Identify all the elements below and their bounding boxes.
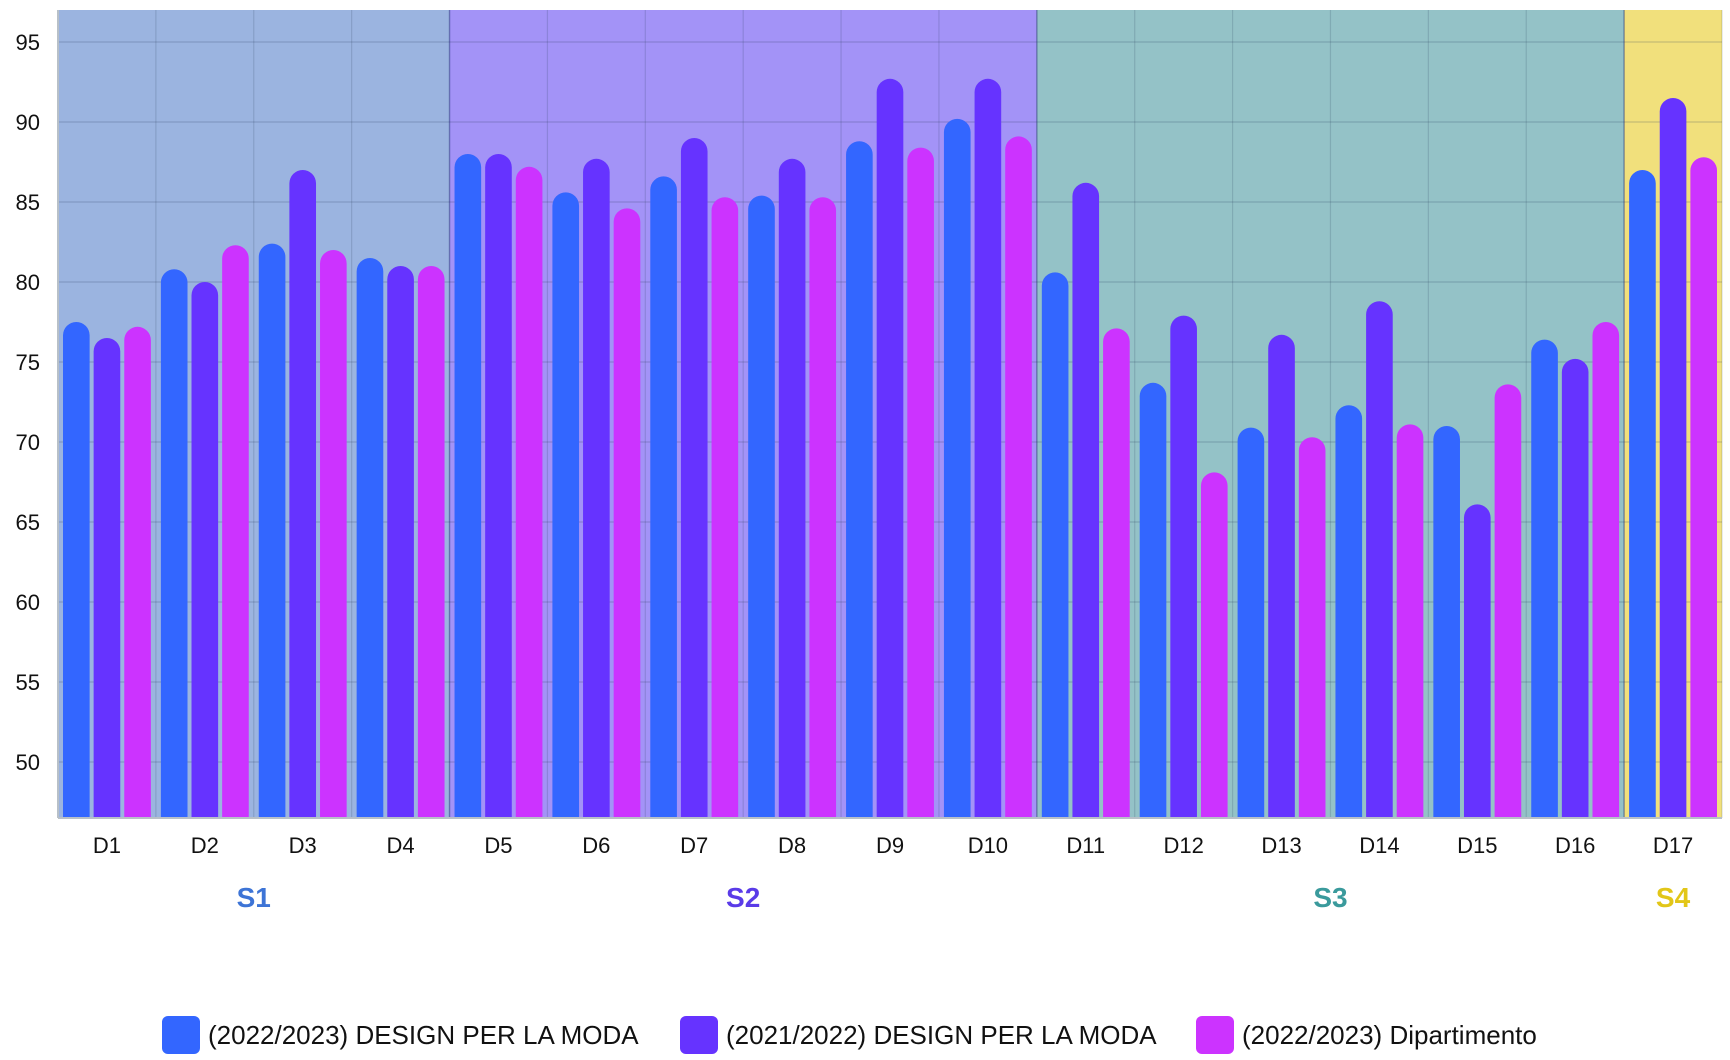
bar-d3-series-3 [320, 250, 347, 818]
bar-d12-series-2 [1170, 315, 1197, 818]
bar-d16-series-1 [1531, 339, 1558, 818]
x-tick-label: D5 [484, 833, 512, 858]
bar-d11-series-2 [1072, 182, 1100, 819]
x-tick-label: D16 [1555, 833, 1595, 858]
legend-swatch-series-3 [1196, 1016, 1234, 1054]
bar-d1-series-2 [93, 338, 121, 818]
bar-d14-series-3 [1396, 424, 1424, 818]
bar-d4-series-2 [387, 266, 414, 818]
bar-d7-series-3 [711, 197, 739, 818]
y-tick-label: 60 [16, 590, 40, 615]
legend-label-series-1: (2022/2023) DESIGN PER LA MODA [208, 1020, 639, 1050]
bar-d10-series-2 [974, 78, 1002, 818]
x-tick-label: D13 [1261, 833, 1301, 858]
x-tick-label: D8 [778, 833, 806, 858]
y-tick-label: 65 [16, 510, 40, 535]
legend: (2022/2023) DESIGN PER LA MODA (2021/2022… [162, 1016, 1537, 1054]
section-labels: S1 S2 S3 S4 [237, 882, 1691, 913]
bar-d1-series-3 [124, 326, 151, 818]
x-tick-label: D11 [1066, 833, 1105, 858]
bar-d14-series-1 [1335, 405, 1363, 818]
bar-d13-series-2 [1268, 334, 1295, 818]
bar-d7-series-1 [650, 176, 677, 818]
bar-d17-series-2 [1659, 98, 1687, 819]
bar-d13-series-1 [1237, 427, 1265, 818]
bar-d4-series-1 [356, 258, 384, 818]
x-axis: D1 D2 D3 D4 D5 D6 D7 D8 D9 D10 D11 D12 D13 D14 D15 D16 D… [58, 817, 1722, 858]
bar-d15-series-3 [1494, 384, 1522, 818]
x-tick-label: D12 [1163, 833, 1203, 858]
x-tick-label: D10 [968, 833, 1008, 858]
bar-d9-series-1 [846, 141, 873, 818]
bar-d14-series-2 [1366, 301, 1393, 818]
bar-d8-series-3 [809, 197, 837, 818]
bar-d12-series-1 [1139, 382, 1167, 818]
bar-d5-series-1 [454, 154, 482, 818]
bar-d15-series-1 [1433, 426, 1460, 818]
section-label-s1: S1 [237, 882, 271, 913]
x-tick-label: D15 [1457, 833, 1497, 858]
section-band-s1 [58, 10, 450, 818]
x-tick-label: D3 [289, 833, 317, 858]
bar-d9-series-3 [907, 147, 934, 819]
y-tick-label: 85 [16, 190, 40, 215]
bar-d10-series-1 [943, 118, 971, 818]
x-tick-label: D17 [1653, 833, 1693, 858]
bar-d7-series-2 [680, 138, 708, 818]
x-tick-label: D4 [387, 833, 415, 858]
bar-d6-series-1 [552, 192, 580, 818]
bar-d12-series-3 [1200, 472, 1228, 818]
x-tick-label: D2 [191, 833, 219, 858]
bar-d5-series-2 [485, 154, 512, 818]
x-tick-label: D14 [1359, 833, 1399, 858]
bar-d10-series-3 [1005, 136, 1032, 818]
y-tick-label: 70 [16, 430, 40, 455]
bar-d3-series-2 [289, 169, 317, 818]
bar-d17-series-3 [1690, 157, 1717, 818]
x-tick-label: D6 [582, 833, 610, 858]
section-label-s2: S2 [726, 882, 760, 913]
bar-d4-series-3 [417, 265, 445, 818]
bar-d6-series-3 [613, 208, 641, 818]
y-tick-label: 80 [16, 270, 40, 295]
bar-d5-series-3 [515, 166, 543, 819]
section-band-s2 [449, 10, 1037, 818]
bar-d8-series-1 [748, 195, 775, 819]
x-tick-label: D7 [680, 833, 708, 858]
bar-d13-series-3 [1298, 437, 1326, 818]
bar-d1-series-1 [63, 322, 90, 818]
section-label-s4: S4 [1656, 882, 1691, 913]
bar-d2-series-3 [222, 245, 249, 819]
y-tick-label: 55 [16, 670, 40, 695]
y-tick-label: 75 [16, 350, 40, 375]
bar-d8-series-2 [778, 158, 806, 818]
bar-d3-series-1 [258, 243, 286, 819]
y-tick-label: 50 [16, 750, 40, 775]
x-tick-label: D9 [876, 833, 904, 858]
y-axis: 50 55 60 65 70 75 80 85 90 95 [16, 10, 59, 818]
legend-swatch-series-2 [680, 1016, 718, 1054]
legend-label-series-2: (2021/2022) DESIGN PER LA MODA [726, 1020, 1157, 1050]
section-label-s3: S3 [1313, 882, 1347, 913]
bar-d16-series-2 [1561, 358, 1589, 818]
bar-d2-series-1 [160, 269, 188, 818]
bar-d11-series-1 [1041, 272, 1069, 818]
legend-label-series-3: (2022/2023) Dipartimento [1242, 1020, 1537, 1050]
bar-d6-series-2 [583, 158, 610, 819]
bar-d16-series-3 [1592, 322, 1620, 818]
y-tick-label: 90 [16, 110, 40, 135]
bars [63, 78, 1717, 819]
bar-d2-series-2 [191, 282, 219, 818]
bar-d9-series-2 [876, 78, 904, 819]
bar-d15-series-2 [1463, 504, 1491, 818]
bar-d17-series-1 [1629, 170, 1656, 818]
x-tick-label: D1 [93, 833, 121, 858]
section-band-s3 [1036, 10, 1625, 818]
y-tick-label: 95 [16, 30, 40, 55]
legend-swatch-series-1 [162, 1016, 200, 1054]
bar-d11-series-3 [1103, 328, 1130, 818]
